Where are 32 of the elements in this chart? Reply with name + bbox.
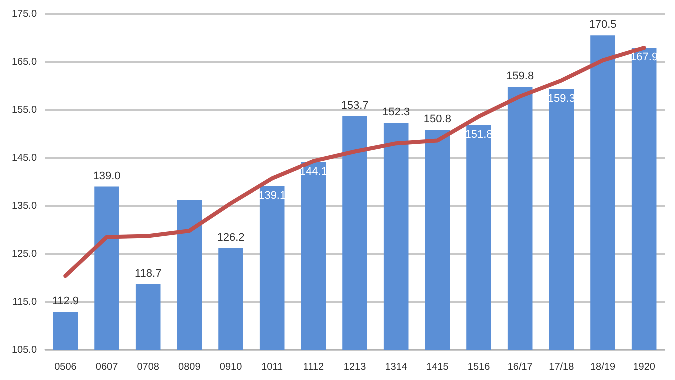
x-tick-label: 18/19 — [590, 362, 616, 373]
x-tick-label: 17/18 — [549, 362, 575, 373]
y-tick-label: 115.0 — [12, 296, 38, 308]
x-tick-label: 16/17 — [508, 362, 534, 373]
x-tick-label: 1011 — [262, 362, 284, 373]
x-tick-label: 0607 — [96, 362, 119, 373]
data-label: 153.7 — [341, 100, 369, 112]
x-tick-label: 1213 — [344, 362, 367, 373]
x-tick-label: 1920 — [633, 362, 656, 373]
x-tick-label: 1314 — [385, 362, 408, 373]
x-tick-label: 1516 — [468, 362, 491, 373]
y-tick-label: 175.0 — [12, 8, 38, 20]
x-tick-label: 1112 — [303, 362, 324, 373]
y-tick-label: 105.0 — [12, 344, 38, 356]
data-label: 152.3 — [382, 106, 410, 118]
x-tick-label: 0910 — [220, 362, 243, 373]
y-tick-label: 145.0 — [12, 152, 38, 164]
y-tick-label: 165.0 — [12, 56, 38, 68]
y-tick-label: 125.0 — [12, 248, 38, 260]
data-label: 139.0 — [93, 170, 121, 182]
data-label: 118.7 — [134, 268, 162, 280]
x-tick-label: 0809 — [178, 362, 202, 373]
x-tick-label: 0708 — [137, 362, 160, 373]
data-label: 126.2 — [217, 232, 245, 244]
data-label: 150.8 — [424, 114, 452, 126]
data-label: 112.9 — [52, 296, 80, 308]
data-label: 170.5 — [589, 19, 617, 32]
y-tick-label: 135.0 — [12, 200, 38, 212]
data-label: 159.8 — [506, 70, 534, 82]
x-tick-label: 1415 — [426, 362, 450, 373]
y-tick-label: 155.0 — [12, 104, 38, 116]
x-tick-label: 0506 — [54, 362, 78, 373]
